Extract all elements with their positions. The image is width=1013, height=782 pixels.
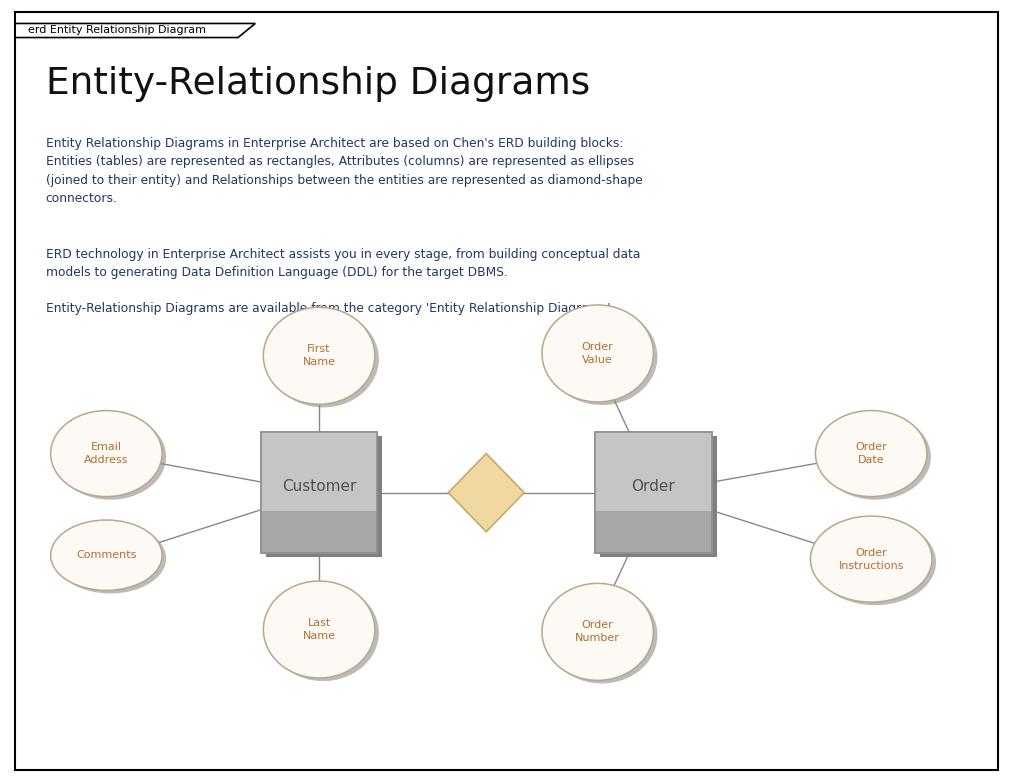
Ellipse shape bbox=[51, 520, 162, 590]
Text: Entity-Relationship Diagrams are available from the category 'Entity Relationshi: Entity-Relationship Diagrams are availab… bbox=[46, 302, 614, 315]
Text: Order
Number: Order Number bbox=[575, 620, 620, 644]
Ellipse shape bbox=[263, 581, 375, 678]
Text: Entity-Relationship Diagrams: Entity-Relationship Diagrams bbox=[46, 66, 590, 102]
FancyBboxPatch shape bbox=[265, 436, 383, 557]
Text: Entity Relationship Diagrams in Enterprise Architect are based on Chen's ERD bui: Entity Relationship Diagrams in Enterpri… bbox=[46, 137, 642, 206]
Text: Comments: Comments bbox=[76, 551, 137, 560]
Text: Customer: Customer bbox=[282, 479, 357, 494]
Ellipse shape bbox=[542, 583, 653, 680]
Ellipse shape bbox=[546, 586, 657, 683]
Text: Order
Date: Order Date bbox=[855, 442, 887, 465]
FancyBboxPatch shape bbox=[261, 432, 377, 511]
Ellipse shape bbox=[267, 310, 379, 407]
Ellipse shape bbox=[814, 519, 936, 605]
Ellipse shape bbox=[810, 516, 932, 602]
Text: Order
Instructions: Order Instructions bbox=[839, 547, 904, 571]
Text: Order
Value: Order Value bbox=[581, 342, 614, 365]
FancyBboxPatch shape bbox=[261, 432, 377, 554]
Text: First
Name: First Name bbox=[303, 344, 335, 368]
Ellipse shape bbox=[815, 411, 927, 497]
FancyBboxPatch shape bbox=[15, 12, 998, 770]
Polygon shape bbox=[15, 23, 255, 38]
Text: Last
Name: Last Name bbox=[303, 618, 335, 641]
Ellipse shape bbox=[267, 584, 379, 681]
FancyBboxPatch shape bbox=[596, 432, 711, 554]
FancyBboxPatch shape bbox=[596, 432, 711, 511]
Ellipse shape bbox=[55, 414, 166, 500]
FancyBboxPatch shape bbox=[600, 436, 717, 557]
Ellipse shape bbox=[55, 523, 166, 594]
Ellipse shape bbox=[820, 414, 931, 500]
Text: ERD technology in Enterprise Architect assists you in every stage, from building: ERD technology in Enterprise Architect a… bbox=[46, 248, 640, 279]
Ellipse shape bbox=[546, 308, 657, 405]
Ellipse shape bbox=[51, 411, 162, 497]
Text: erd Entity Relationship Diagram: erd Entity Relationship Diagram bbox=[28, 26, 207, 35]
Polygon shape bbox=[448, 454, 525, 532]
Text: Email
Address: Email Address bbox=[84, 442, 129, 465]
Ellipse shape bbox=[542, 305, 653, 402]
Ellipse shape bbox=[263, 307, 375, 404]
Text: Order: Order bbox=[631, 479, 676, 494]
